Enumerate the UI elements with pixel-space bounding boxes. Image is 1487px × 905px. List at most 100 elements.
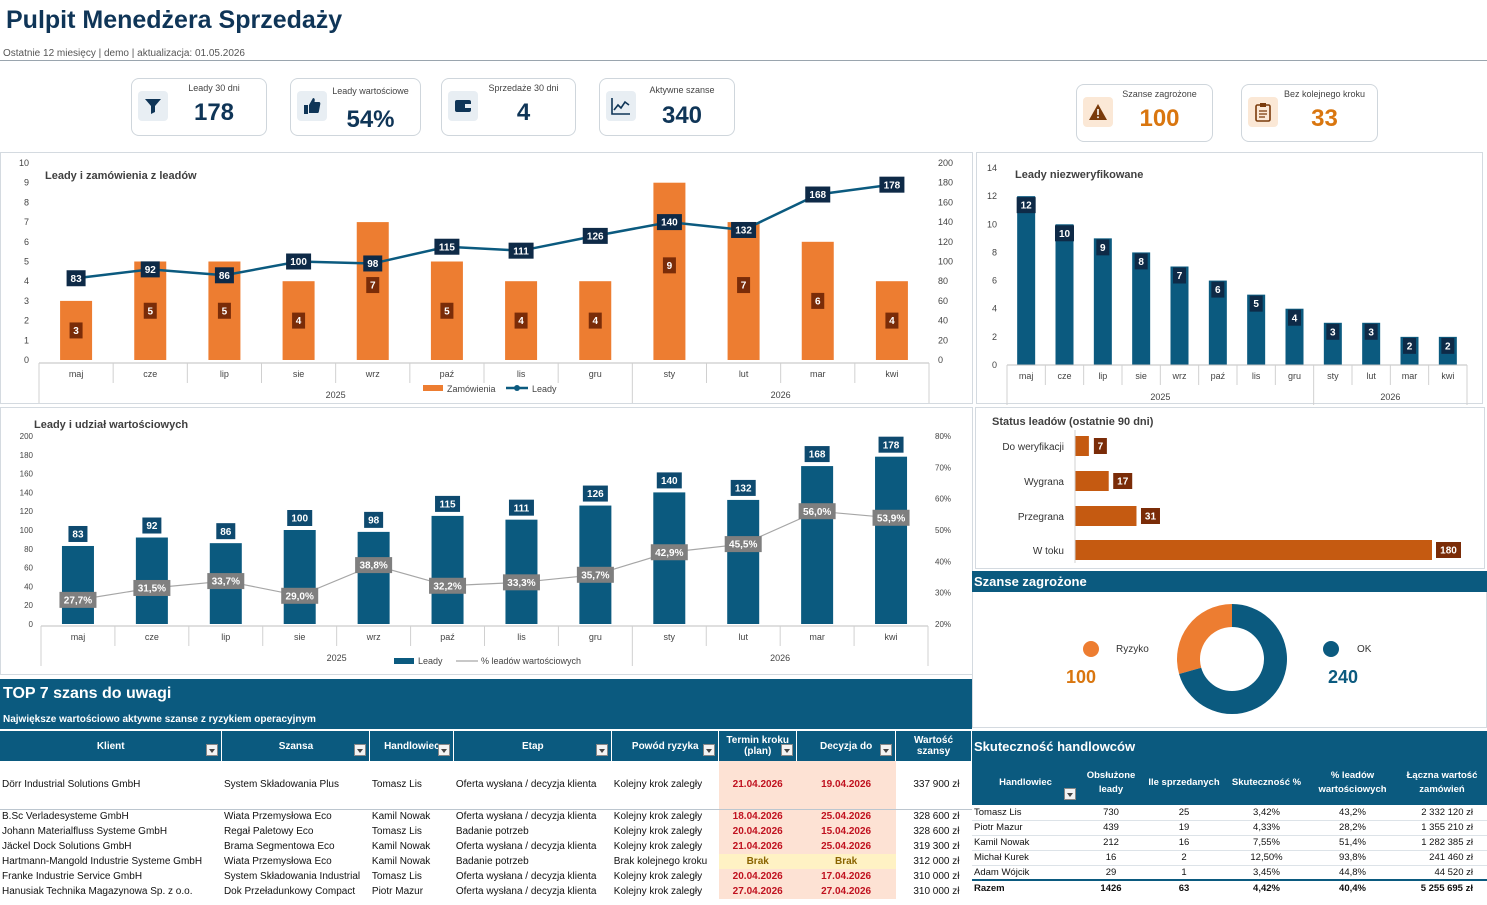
table-cell: Kolejny krok zaległy bbox=[613, 871, 703, 882]
table-cell: Kamil Nowak bbox=[371, 811, 431, 823]
bar-data-label-bg bbox=[737, 277, 751, 294]
year-group-label: 2025 bbox=[327, 653, 347, 663]
total-cell: Razem bbox=[972, 879, 1079, 895]
table-row[interactable]: Dörr Industrial Solutions GmbH System Skł… bbox=[0, 761, 972, 810]
col-header-client[interactable]: Klient bbox=[0, 731, 223, 761]
filter-dropdown-icon[interactable] bbox=[438, 744, 451, 756]
table-cell: Brak bbox=[718, 854, 797, 869]
table-row[interactable]: Hanusiak Technika Magazynowa Sp. z o.o. D… bbox=[0, 884, 972, 899]
col-header-rep[interactable]: Handlowiec bbox=[369, 731, 455, 761]
col-header-risk-reason[interactable]: Powód ryzyka bbox=[611, 731, 720, 761]
table-cell: Kolejny krok zaległy bbox=[613, 826, 703, 837]
table-cell: 12,50% bbox=[1225, 850, 1308, 866]
y-right-tick-label: 60% bbox=[935, 495, 951, 504]
kpi-card-valuable-leads[interactable]: Leady wartościowe 54% bbox=[290, 78, 421, 136]
col-header-step-deadline[interactable]: Termin kroku (plan) bbox=[718, 731, 798, 761]
table-cell: Dörr Industrial Solutions GmbH bbox=[0, 761, 222, 810]
y-left-tick-label: 6 bbox=[24, 237, 29, 247]
x-tick-label: lut bbox=[738, 632, 748, 642]
sort-filter-icon[interactable] bbox=[1064, 788, 1076, 800]
sort-filter-icon[interactable] bbox=[206, 744, 219, 756]
kpi-value: 178 bbox=[193, 99, 235, 126]
year-group-label: 2025 bbox=[326, 390, 346, 400]
bar-unverified bbox=[1170, 266, 1189, 365]
x-tick-label: sty bbox=[664, 632, 676, 642]
y-tick-label: 0 bbox=[992, 360, 997, 370]
line-data-label-bg bbox=[731, 221, 757, 238]
table-cell: 4,33% bbox=[1225, 820, 1308, 836]
y-tick-label: 4 bbox=[992, 304, 997, 314]
table-cell: Badanie potrzeb bbox=[455, 856, 529, 867]
y-tick-label: 6 bbox=[992, 276, 997, 286]
bar-data-label-bg bbox=[143, 302, 157, 319]
reps-col-effectiveness: Skuteczność % bbox=[1225, 761, 1308, 805]
bar-data-label-bg bbox=[1113, 473, 1133, 489]
line-data-label-bg bbox=[879, 176, 905, 193]
kpi-card-no-next-step[interactable]: Bez kolejnego kroku 33 bbox=[1241, 84, 1378, 142]
x-tick-label: lut bbox=[739, 369, 749, 379]
col-header-opportunity[interactable]: Szansa bbox=[221, 731, 371, 761]
table-cell: 3,42% bbox=[1225, 805, 1308, 821]
kpi-label: Leady 30 dni bbox=[188, 83, 240, 93]
total-cell: 1426 bbox=[1079, 879, 1143, 895]
table-row[interactable]: Jäckel Dock Solutions GmbH Brama Segmento… bbox=[0, 839, 972, 854]
table-row[interactable]: Hartmann-Mangold Industrie Systeme GmbH W… bbox=[0, 854, 972, 869]
reps-col-rep[interactable]: Handlowiec bbox=[972, 761, 1079, 805]
line-data-label: 126 bbox=[587, 231, 604, 242]
x-tick-label: paź bbox=[1211, 371, 1226, 381]
chart-leads-valuable-share: 0 20 40 60 80 100 120 140 160 180 200 20% 30% 40% 50% 6… bbox=[20, 419, 951, 666]
line-data-label: 92 bbox=[145, 265, 157, 276]
kpi-label: Sprzedaże 30 dni bbox=[488, 83, 559, 93]
bar-data-label: 4 bbox=[889, 316, 895, 327]
table-cell: 730 bbox=[1079, 805, 1143, 821]
filter-dropdown-icon[interactable] bbox=[596, 744, 609, 756]
total-cell: 40,4% bbox=[1308, 879, 1397, 895]
legend-marker bbox=[1323, 641, 1339, 657]
legend-label-leads: Leady bbox=[532, 384, 557, 394]
table-cell: 337 900 zł bbox=[895, 761, 972, 810]
table-cell: 15.04.2026 bbox=[796, 824, 896, 839]
bar-data-label-bg bbox=[1140, 508, 1160, 524]
table-row[interactable]: Tomasz Lis 730 25 3,42% 43,2% 2 332 120 zł bbox=[972, 805, 1487, 821]
table-row[interactable]: Franke Industrie Service GmbH System Skła… bbox=[0, 869, 972, 884]
bar-unverified bbox=[1132, 252, 1151, 365]
kpi-card-at-risk[interactable]: Szanse zagrożone 100 bbox=[1076, 84, 1213, 142]
y-tick-label: 8 bbox=[992, 247, 997, 257]
col-header-stage[interactable]: Etap bbox=[453, 731, 613, 761]
table-row[interactable]: Adam Wójcik 29 1 3,45% 44,8% 44 520 zł bbox=[972, 865, 1487, 881]
reps-col-total-value: Łączna wartość zamówień bbox=[1397, 761, 1487, 805]
filter-dropdown-icon[interactable] bbox=[703, 744, 716, 756]
table-row[interactable]: Johann Materialfluss Systeme GmbH Regał P… bbox=[0, 824, 972, 839]
bar-leads bbox=[801, 466, 834, 624]
bar-data-label: 83 bbox=[72, 530, 84, 541]
table-row[interactable]: Piotr Mazur 439 19 4,33% 28,2% 1 355 210 zł bbox=[972, 820, 1487, 836]
line-data-label-bg bbox=[656, 214, 682, 231]
reps-table: Handlowiec Obsłużone leady Ile sprzedany… bbox=[972, 761, 1487, 895]
kpi-card-active-opportunities[interactable]: Aktywne szanse 340 bbox=[599, 78, 735, 136]
kpi-card-sales-30d[interactable]: Sprzedaże 30 dni 4 bbox=[441, 78, 576, 136]
bar-data-label-bg bbox=[1436, 542, 1461, 558]
line-data-label: 31,5% bbox=[138, 584, 166, 595]
bar-data-label: 10 bbox=[1059, 229, 1071, 240]
y-right-tick-label: 0 bbox=[938, 355, 943, 365]
chart-leads-orders: 012345678910020406080100120140160180200L… bbox=[19, 158, 953, 403]
filter-dropdown-icon[interactable] bbox=[781, 744, 794, 756]
bar-data-label-bg bbox=[1403, 337, 1416, 354]
bar-status bbox=[1075, 436, 1089, 456]
table-cell: Kamil Nowak bbox=[371, 841, 431, 852]
chart-title: Leady i zamówienia z leadów bbox=[45, 170, 197, 182]
filter-dropdown-icon[interactable] bbox=[880, 744, 893, 756]
table-row[interactable]: Michał Kurek 16 2 12,50% 93,8% 241 460 zł bbox=[972, 850, 1487, 866]
y-left-tick-label: 5 bbox=[24, 257, 29, 267]
bar-data-label-bg bbox=[69, 322, 83, 339]
col-header-decision-by[interactable]: Decyzja do bbox=[796, 731, 897, 761]
bar-data-label: 4 bbox=[518, 316, 524, 327]
filter-dropdown-icon[interactable] bbox=[354, 744, 367, 756]
kpi-card-leads-30d[interactable]: Leady 30 dni 178 bbox=[131, 78, 267, 136]
table-row[interactable]: B.Sc Verladesysteme GmbH Wiata Przemysłow… bbox=[0, 809, 972, 824]
line-data-label: 35,7% bbox=[581, 570, 609, 581]
bar-leads bbox=[283, 530, 316, 624]
table-row[interactable]: Kamil Nowak 212 16 7,55% 51,4% 1 282 385 zł bbox=[972, 835, 1487, 851]
y-tick-label: 2 bbox=[992, 332, 997, 342]
col-header-value[interactable]: Wartość szansy bbox=[895, 731, 972, 761]
